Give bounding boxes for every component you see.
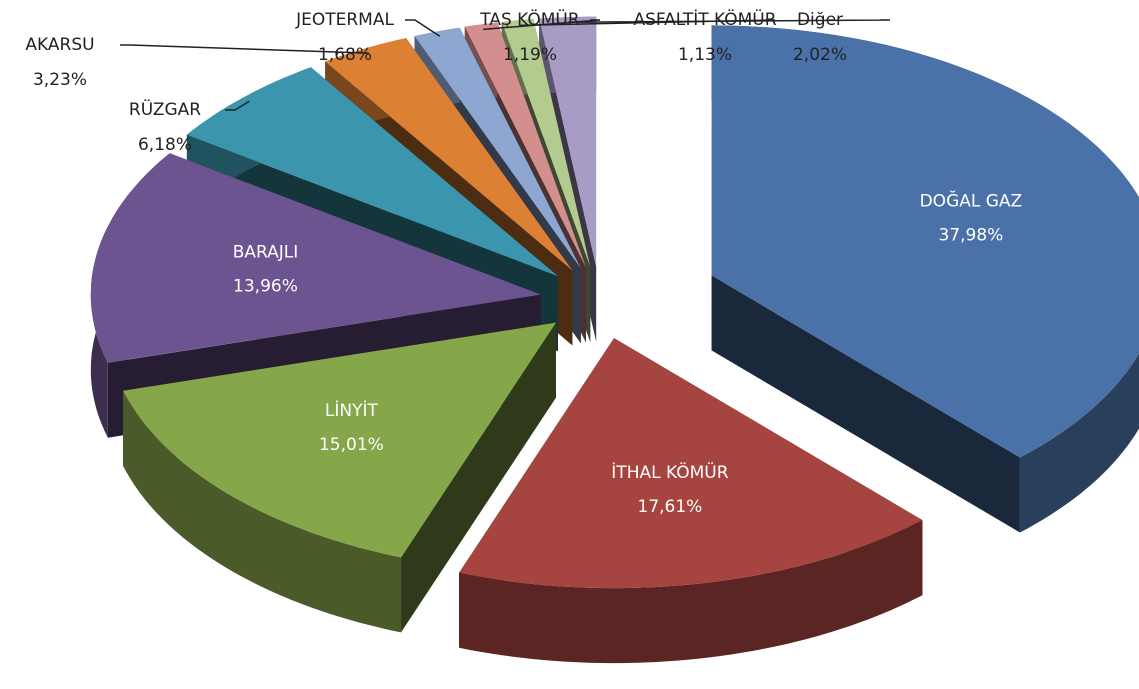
slice-label: TAŞ KÖMÜR	[479, 8, 580, 30]
slice-top	[464, 22, 587, 268]
slice-value-label: 37,98%	[938, 225, 1003, 245]
slice-side	[711, 275, 1020, 533]
slice-label: LİNYİT	[325, 400, 379, 421]
slice-label: AKARSU	[25, 35, 94, 55]
slice-value-label: 3,23%	[33, 70, 87, 90]
leader-line	[405, 19, 441, 37]
slice-wall	[123, 390, 401, 633]
slice-top	[711, 25, 1139, 458]
slice-label: JEOTERMAL	[295, 10, 394, 30]
slice-top	[186, 67, 558, 277]
slice-value-label: 1,19%	[503, 45, 557, 65]
slice-value-label: 6,18%	[138, 135, 192, 155]
slice-top	[459, 338, 923, 589]
leader-line	[225, 100, 250, 111]
slice-top	[539, 16, 597, 267]
slice-label: RÜZGAR	[129, 98, 201, 120]
slice-value-label: 15,01%	[319, 435, 384, 455]
slice-label: İTHAL KÖMÜR	[611, 461, 728, 483]
slice-label: DOĞAL GAZ	[920, 189, 1023, 211]
slice-top	[90, 153, 541, 363]
slice-value-label: 2,02%	[793, 45, 847, 65]
slice	[711, 25, 1139, 533]
slice-label: BARAJLI	[233, 243, 299, 263]
slice-value-label: 17,61%	[638, 497, 703, 517]
slice	[123, 322, 557, 633]
leader-line	[120, 44, 369, 54]
slice-top	[123, 322, 557, 558]
slice-label: ASFALTİT KÖMÜR	[633, 8, 776, 30]
slice-top	[501, 19, 591, 268]
leader-line	[568, 19, 891, 23]
slice-label: Diğer	[797, 10, 843, 30]
slice-wall	[459, 520, 923, 664]
slice-value-label: 13,96%	[233, 277, 298, 297]
leader-line	[483, 19, 601, 31]
leader-line	[518, 19, 776, 27]
slice-value-label: 1,68%	[318, 45, 372, 65]
slice-value-label: 1,13%	[678, 45, 732, 65]
slice-top	[325, 38, 573, 271]
slice	[459, 338, 923, 664]
slice-top	[414, 27, 581, 269]
